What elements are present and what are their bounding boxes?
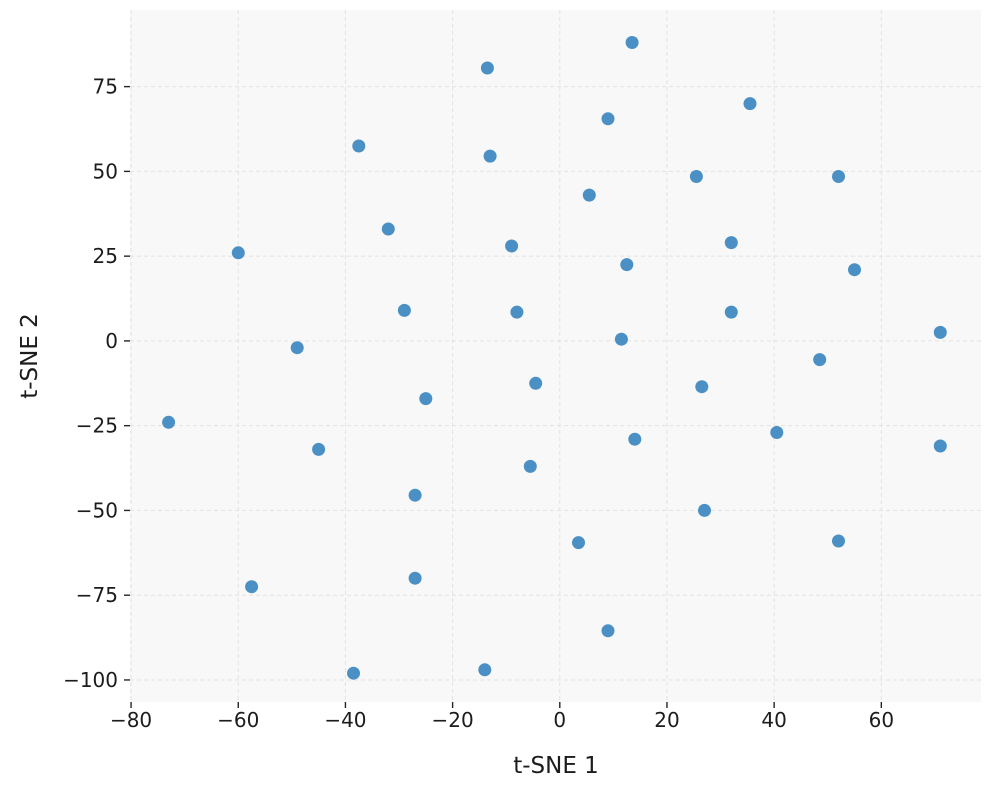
x-tick-label: 0 xyxy=(553,708,566,732)
scatter-point xyxy=(698,503,711,517)
scatter-point xyxy=(813,353,827,367)
scatter-point xyxy=(848,263,861,277)
scatter-point xyxy=(572,536,585,550)
scatter-point xyxy=(231,246,245,260)
scatter-point xyxy=(625,36,639,49)
y-tick-label: −75 xyxy=(76,583,118,607)
scatter-point xyxy=(480,61,494,75)
y-tick-label: −100 xyxy=(63,668,118,692)
scatter-point xyxy=(933,325,947,339)
x-tick-label: −80 xyxy=(110,708,152,732)
scatter-point xyxy=(245,580,259,594)
x-axis-label: t-SNE 1 xyxy=(513,753,599,779)
scatter-point xyxy=(724,305,738,319)
scatter-point xyxy=(628,432,642,446)
x-tick-label: 20 xyxy=(654,708,679,732)
scatter-point xyxy=(601,112,615,126)
scatter-point xyxy=(724,236,738,250)
x-tick-label: 40 xyxy=(761,708,786,732)
x-tick-label: −20 xyxy=(431,708,473,732)
scatter-point xyxy=(290,341,304,355)
scatter-point xyxy=(620,258,634,272)
scatter-point xyxy=(770,426,784,439)
scatter-point xyxy=(523,459,537,473)
scatter-point xyxy=(582,188,596,202)
scatter-point xyxy=(933,439,947,453)
scatter-point xyxy=(381,222,395,236)
scatter-point xyxy=(614,332,628,346)
scatter-point xyxy=(352,139,366,153)
y-tick-label: 50 xyxy=(93,159,118,183)
scatter-point xyxy=(483,149,497,163)
scatter-point xyxy=(408,571,422,585)
y-tick-label: 25 xyxy=(93,244,118,268)
scatter-point xyxy=(505,239,519,253)
x-tick-label: −60 xyxy=(217,708,259,732)
scatter-point xyxy=(347,666,360,680)
plot-area xyxy=(130,10,981,702)
scatter-point xyxy=(689,170,703,183)
scatter-point xyxy=(408,488,422,502)
scatter-point xyxy=(419,392,433,406)
scatter-point xyxy=(743,97,757,111)
x-tick-label: 60 xyxy=(869,708,894,732)
scatter-point xyxy=(162,415,176,429)
scatter-point xyxy=(601,624,615,638)
y-axis-label: t-SNE 2 xyxy=(17,313,43,399)
scatter-point xyxy=(529,376,543,390)
scatter-point xyxy=(312,442,326,456)
scatter-point xyxy=(397,303,411,317)
scatter-point xyxy=(510,305,524,319)
scatter-point xyxy=(832,170,845,183)
scatter-point xyxy=(695,380,709,394)
scatter-point xyxy=(832,534,845,548)
scatter-point xyxy=(478,663,492,677)
y-tick-label: −50 xyxy=(76,498,118,522)
x-tick-label: −40 xyxy=(324,708,366,732)
y-tick-label: 75 xyxy=(93,75,118,99)
y-tick-label: −25 xyxy=(76,414,118,438)
y-tick-label: 0 xyxy=(105,329,118,353)
